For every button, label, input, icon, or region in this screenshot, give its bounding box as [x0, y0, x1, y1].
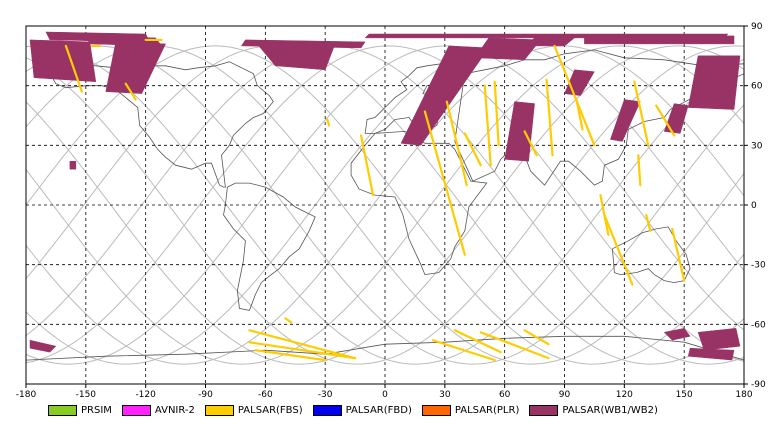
fbs-swath — [284, 317, 293, 324]
x-tick-label: -90 — [198, 390, 213, 400]
fbs-swath — [545, 78, 554, 157]
legend-label: PALSAR(PLR) — [454, 404, 520, 416]
wb-swath — [687, 347, 735, 361]
wb-swath — [663, 328, 691, 341]
x-tick-label: 90 — [559, 390, 571, 400]
y-tick-label: -30 — [751, 261, 766, 271]
fbs-swath — [453, 329, 502, 354]
x-tick-label: 120 — [616, 390, 633, 400]
wb-swath — [610, 99, 641, 142]
wb-swath — [584, 35, 735, 45]
legend-item: AVNIR-2 — [121, 404, 195, 416]
legend-swatch — [312, 404, 342, 416]
y-tick-label: 30 — [751, 141, 763, 151]
y-tick-label: 0 — [751, 201, 757, 211]
wb-swath — [504, 101, 535, 162]
legend-item: PALSAR(FBS) — [204, 404, 303, 416]
legend-label: PALSAR(FBS) — [237, 404, 303, 416]
y-tick-label: 90 — [751, 22, 763, 32]
legend-item: PALSAR(PLR) — [421, 404, 520, 416]
legend-label: PRSIM — [81, 404, 112, 416]
wb-swath — [400, 45, 490, 146]
x-tick-label: 30 — [439, 390, 451, 400]
fbs-swath — [603, 213, 634, 286]
legend-swatch — [48, 404, 77, 416]
y-tick-label: -60 — [751, 320, 766, 330]
fbs-swath — [493, 80, 500, 147]
fbs-swath — [671, 227, 686, 282]
fbs-swath — [463, 132, 482, 167]
legend-swatch — [204, 404, 234, 416]
fbs-swath — [523, 329, 550, 346]
x-tick-label: 150 — [676, 390, 693, 400]
longitude-ticks: -180 -150 -120 -90 -60 -30 0 30 60 90 120 150 180 — [16, 384, 753, 400]
wb-swath — [523, 37, 576, 47]
x-tick-label: -180 — [16, 390, 37, 400]
fbs-swath — [326, 118, 331, 127]
x-tick-label: -30 — [318, 390, 333, 400]
fbs-swath — [64, 44, 83, 93]
x-tick-label: -120 — [135, 390, 156, 400]
coastline — [223, 182, 316, 311]
palsar-wb-swaths — [29, 31, 741, 361]
latitude-ticks: 90 60 30 0 -30 -60 -90 — [744, 22, 766, 390]
legend-item: PALSAR(FBD) — [312, 404, 412, 416]
x-tick-label: -60 — [258, 390, 273, 400]
fbs-swath — [359, 134, 375, 197]
wb-swath — [29, 39, 97, 82]
x-tick-label: 60 — [499, 390, 511, 400]
legend-item: PRSIM — [48, 404, 112, 416]
legend-label: PALSAR(WB1/WB2) — [562, 404, 658, 416]
fbs-swath — [633, 80, 650, 147]
coastline — [26, 335, 744, 361]
wb-swath — [105, 41, 166, 94]
fbs-swath — [423, 110, 466, 256]
wb-swath — [697, 328, 741, 351]
fbs-swath — [645, 213, 652, 232]
legend-label: AVNIR-2 — [154, 404, 195, 416]
fbs-swath — [479, 331, 550, 360]
legend-swatch — [529, 404, 559, 416]
legend-label: PALSAR(FBD) — [345, 404, 412, 416]
palsar-fbs-swaths — [64, 38, 686, 362]
legend-swatch — [421, 404, 451, 416]
coastline — [454, 49, 744, 186]
coastline — [49, 61, 274, 188]
x-tick-label: -150 — [76, 390, 97, 400]
wb-swath — [703, 57, 737, 86]
fbs-swath — [575, 98, 584, 131]
fbs-swath — [248, 329, 357, 360]
fbs-swath — [553, 44, 596, 147]
wb-swath — [29, 339, 57, 353]
wb-swath — [69, 160, 77, 170]
wb-swath — [663, 103, 689, 134]
legend-swatch — [121, 404, 151, 416]
fbs-swath — [248, 341, 357, 360]
fbs-swath — [431, 339, 496, 362]
fbs-swath — [523, 130, 538, 157]
x-tick-label: 180 — [735, 390, 752, 400]
coastline — [350, 130, 488, 276]
fbs-swath — [124, 82, 137, 101]
fbs-swath — [637, 154, 642, 187]
fbs-swath — [655, 104, 676, 137]
wb-swath — [254, 41, 336, 71]
legend-item: PALSAR(WB1/WB2) — [529, 404, 658, 416]
fbs-swath — [254, 349, 327, 362]
fbs-swath — [483, 84, 492, 167]
y-tick-label: 60 — [751, 82, 763, 92]
y-tick-label: -90 — [751, 380, 766, 390]
fbs-swath — [445, 100, 468, 187]
wb-swath — [474, 37, 542, 61]
legend: PRSIM AVNIR-2 PALSAR(FBS) PALSAR(FBD) PALSAR… — [48, 402, 658, 418]
x-tick-label: 0 — [382, 390, 388, 400]
